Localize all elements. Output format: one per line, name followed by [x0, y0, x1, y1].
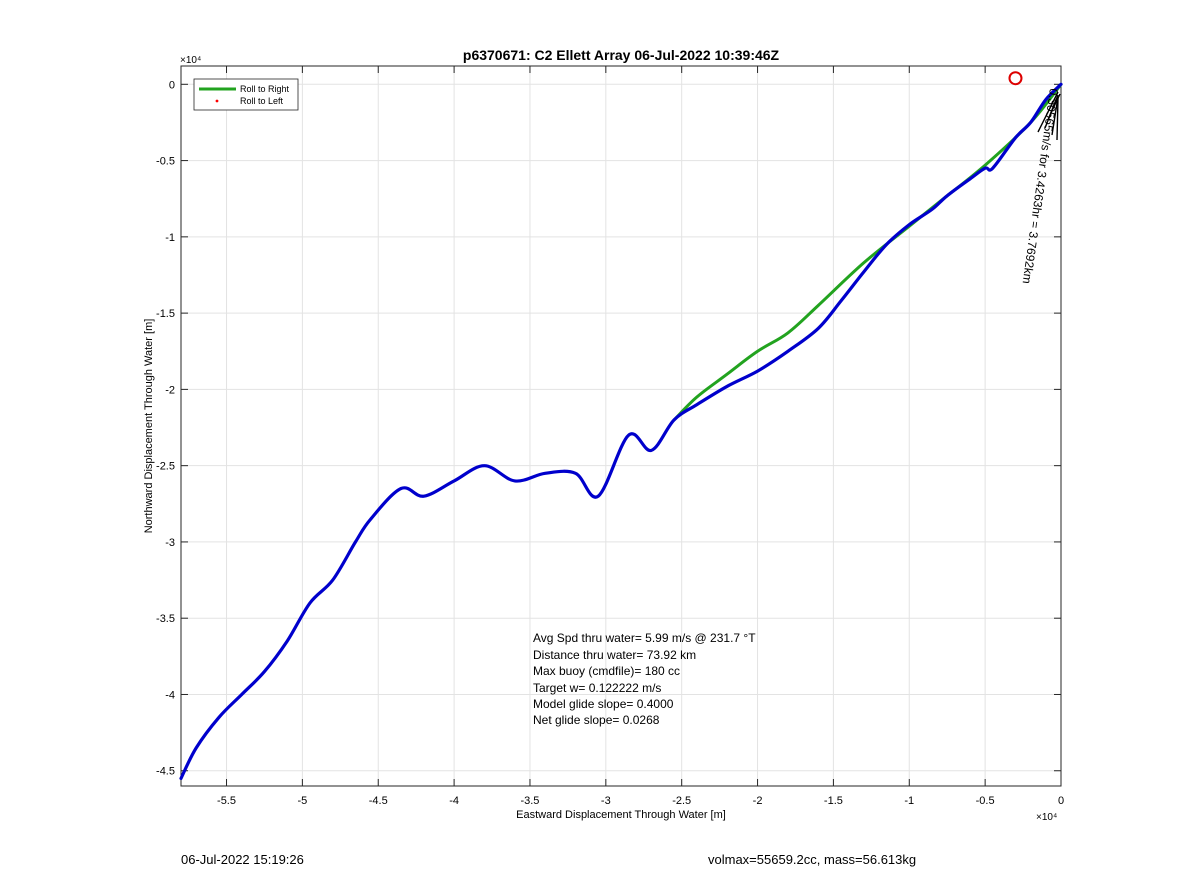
y-tick-label: -3 — [165, 537, 175, 549]
stats-line: Model glide slope= 0.4000 — [533, 697, 674, 711]
stats-line: Distance thru water= 73.92 km — [533, 648, 696, 662]
y-tick-label: -2 — [165, 384, 175, 396]
y-axis-ticks: 0 -0.5 -1 -1.5 -2 -2.5 -3 -3.5 -4 -4.5 — [156, 79, 1061, 778]
footer-timestamp: 06-Jul-2022 15:19:26 — [181, 852, 304, 867]
stats-line: Max buoy (cmdfile)= 180 cc — [533, 664, 680, 678]
marker-layer — [1008, 71, 1023, 86]
x-axis-label: Eastward Displacement Through Water [m] — [516, 809, 726, 821]
stats-line: Net glide slope= 0.0268 — [533, 713, 660, 727]
x-tick-label: -2.5 — [672, 795, 691, 807]
legend-box — [193, 78, 299, 111]
x-exponent-label: ×10⁴ — [1036, 812, 1057, 823]
current-text: 0.30565m/s for 3.4263hr = 3.7692km — [1020, 88, 1061, 285]
y-exponent-label: ×10⁴ — [180, 55, 201, 66]
series-layer — [179, 82, 1063, 780]
current-annotation: 0.30565m/s for 3.4263hr = 3.7692km — [1020, 88, 1061, 285]
x-axis-ticks: -5.5 -5 -4.5 -4 -3.5 -3 -2.5 -2 -1.5 -1 -0.5 0 — [217, 66, 1064, 807]
y-tick-label: -0.5 — [156, 156, 175, 168]
x-tick-label: -5.5 — [217, 795, 236, 807]
current-arrows — [1037, 91, 1061, 141]
chart-title: p6370671: C2 Ellett Array 06-Jul-2022 10… — [463, 47, 780, 63]
footer-volmax-mass: volmax=55659.2cc, mass=56.613kg — [708, 852, 917, 867]
y-tick-label: -2.5 — [156, 461, 175, 473]
y-tick-label: -4.5 — [156, 766, 175, 778]
y-tick-label: -1 — [165, 232, 175, 244]
start-marker — [1008, 71, 1023, 86]
x-tick-label: -1 — [904, 795, 914, 807]
legend-label-roll-right: Roll to Right — [240, 84, 290, 94]
legend-label-roll-left: Roll to Left — [240, 96, 284, 106]
y-tick-label: -3.5 — [156, 613, 175, 625]
legend-dot-roll-left — [215, 99, 219, 103]
x-tick-label: -4.5 — [369, 795, 388, 807]
grid-lines — [181, 66, 1062, 786]
stats-line: Target w= 0.122222 m/s — [533, 681, 661, 695]
x-tick-label: -1.5 — [824, 795, 843, 807]
stats-line: Avg Spd thru water= 5.99 m/s @ 231.7 °T — [533, 631, 756, 645]
x-tick-label: -0.5 — [976, 795, 995, 807]
y-tick-label: 0 — [169, 79, 175, 91]
plot-area — [180, 65, 1062, 787]
series-roll-right-line — [672, 82, 1063, 422]
x-tick-label: -2 — [753, 795, 763, 807]
y-tick-label: -4 — [165, 689, 175, 701]
stats-block: Avg Spd thru water= 5.99 m/s @ 231.7 °T … — [533, 631, 756, 727]
x-tick-label: 0 — [1058, 795, 1064, 807]
x-tick-label: -3 — [601, 795, 611, 807]
y-tick-label: -1.5 — [156, 308, 175, 320]
x-tick-label: -3.5 — [520, 795, 539, 807]
x-tick-label: -4 — [449, 795, 459, 807]
y-axis-label: Northward Displacement Through Water [m] — [143, 319, 155, 534]
series-track-line — [179, 82, 1063, 780]
legend: Roll to Right Roll to Left — [193, 78, 299, 111]
x-tick-label: -5 — [297, 795, 307, 807]
